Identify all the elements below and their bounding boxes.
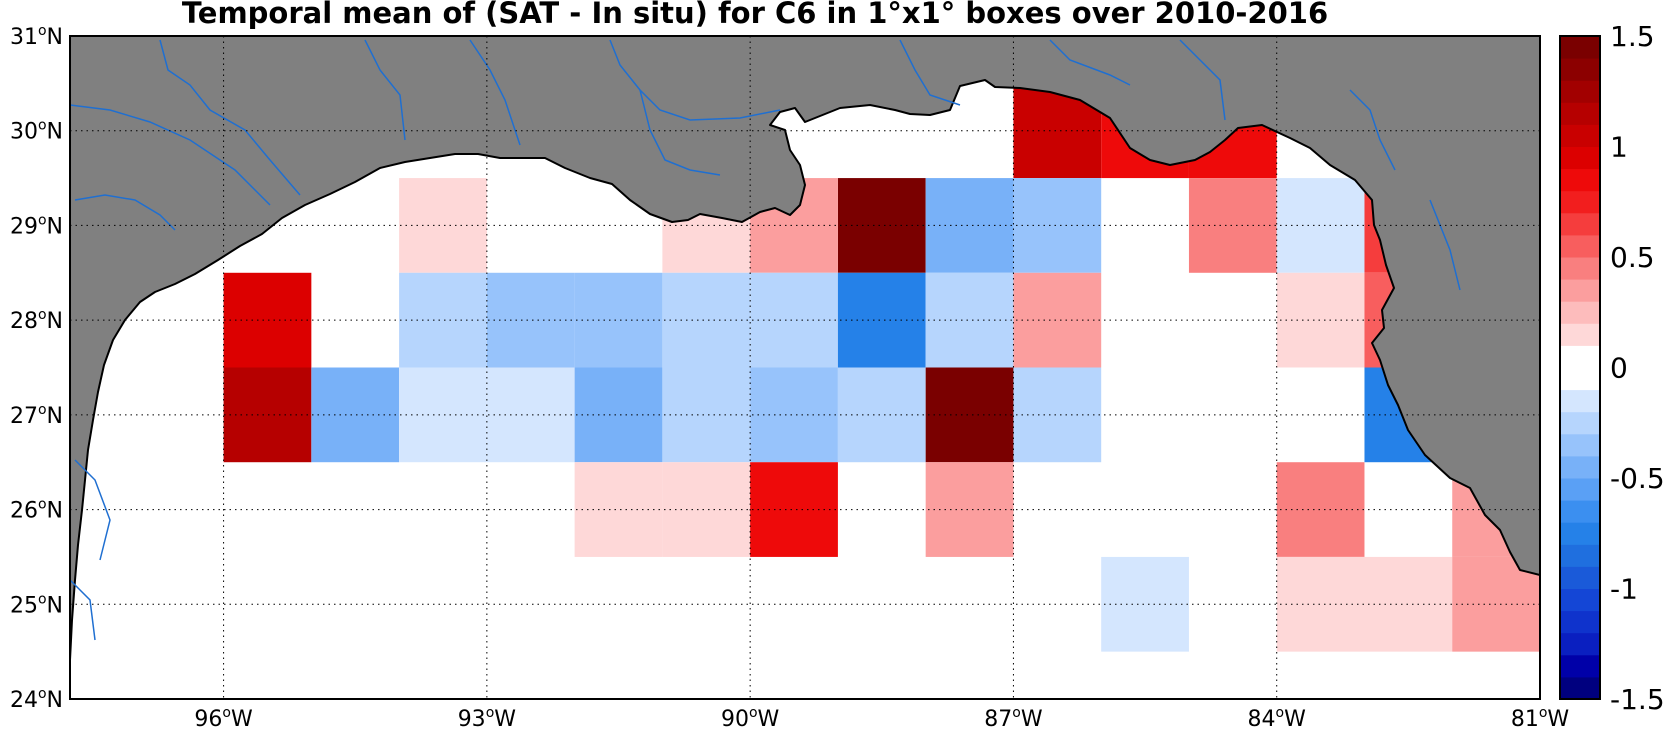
colorbar-segment [1560, 36, 1600, 59]
colorbar-segment [1560, 522, 1600, 545]
anomaly-cell [750, 367, 838, 463]
anomaly-cell [1276, 178, 1365, 273]
coordinate-label: 84oW [1248, 705, 1307, 730]
coordinate-label: 31oN [10, 23, 63, 50]
colorbar-segment [1560, 190, 1600, 214]
anomaly-cell [750, 272, 838, 368]
colorbar-tick-label: -1 [1610, 573, 1638, 606]
colorbar-segment [1560, 632, 1600, 656]
colorbar-segment [1560, 80, 1600, 103]
land-mass [70, 36, 1540, 661]
colorbar-segment [1560, 433, 1600, 457]
colorbar-frame [1559, 35, 1601, 700]
colorbar-tick-label: 0 [1610, 352, 1628, 385]
colorbar-segment [1560, 58, 1600, 81]
colorbar-segment [1560, 566, 1600, 589]
colorbar-segment [1560, 168, 1600, 192]
colorbar-segment [1560, 389, 1600, 413]
coordinate-label: 90oW [721, 705, 780, 730]
graticule [70, 36, 1540, 699]
colorbar-tick-label: -1.5 [1610, 683, 1665, 716]
latitude-labels: 31oN 30oN 29oN 28oN 27oN 26oN 25oN 24oN [10, 23, 63, 713]
anomaly-cell [1276, 556, 1365, 652]
anomaly-cell [1276, 272, 1365, 368]
map-title: Temporal mean of (SAT - In situ) for C6 … [182, 0, 1328, 30]
coordinate-label: 26oN [10, 497, 63, 524]
colorbar-tick-label: 1.5 [1610, 20, 1655, 53]
anomaly-cell [1276, 462, 1365, 557]
anomaly-cell [223, 272, 312, 368]
colorbar-segment [1560, 345, 1600, 368]
coordinate-label: 93oW [458, 705, 517, 730]
colorbar-segment [1560, 212, 1600, 236]
colorbar-tick-labels: 1.5 1 0.5 0 -0.5 -1 -1.5 [1610, 20, 1665, 716]
anomaly-cell [1364, 556, 1453, 652]
anomaly-cell [837, 272, 926, 368]
colorbar-segment [1560, 544, 1600, 567]
coordinate-label: 30oN [10, 118, 63, 145]
colorbar-segment [1560, 323, 1600, 346]
colorbar-segment [1560, 234, 1600, 258]
anomaly-cell [837, 367, 926, 463]
map-frame [69, 35, 1541, 700]
coordinate-label: 81oW [1511, 705, 1570, 730]
coordinate-label: 24oN [10, 686, 63, 713]
colorbar-segment [1560, 478, 1600, 501]
anomaly-cell [1452, 556, 1540, 652]
coordinate-label: 87oW [984, 705, 1043, 730]
colorbar-segment [1560, 411, 1600, 435]
colorbar-segment [1560, 654, 1600, 678]
colorbar-segment [1560, 146, 1600, 170]
anomaly-cell [750, 462, 838, 557]
colorbar-segment [1560, 588, 1600, 612]
anomaly-cell [223, 367, 312, 463]
colorbar-tick-label: -0.5 [1610, 462, 1665, 495]
colorbar-segment [1560, 676, 1600, 700]
colorbar-segment [1560, 124, 1600, 147]
colorbar-segment [1560, 279, 1600, 302]
colorbar-tick-label: 0.5 [1610, 241, 1655, 274]
colorbar-segment [1560, 257, 1600, 280]
rivers [70, 39, 1461, 641]
colorbar-segment [1560, 610, 1600, 634]
colorbar-segment [1560, 500, 1600, 523]
colorbar-tick-label: 1 [1610, 131, 1628, 164]
map-area [70, 36, 1540, 699]
colorbar-segment [1560, 102, 1600, 125]
anomaly-cell [837, 178, 926, 273]
colorbar-segment [1560, 301, 1600, 324]
coordinate-label: 25oN [10, 591, 63, 618]
colorbar-segment [1560, 455, 1600, 479]
colorbar-segment [1560, 367, 1600, 391]
coordinate-label: 29oN [10, 212, 63, 239]
longitude-labels: 96oW 93oW 90oW 87oW 84oW 81oW [194, 705, 1569, 730]
colorbar [1560, 36, 1600, 700]
coordinate-label: 27oN [10, 402, 63, 429]
anomaly-cell [311, 367, 400, 463]
coordinate-label: 28oN [10, 307, 63, 334]
coordinate-label: 96oW [194, 705, 253, 730]
